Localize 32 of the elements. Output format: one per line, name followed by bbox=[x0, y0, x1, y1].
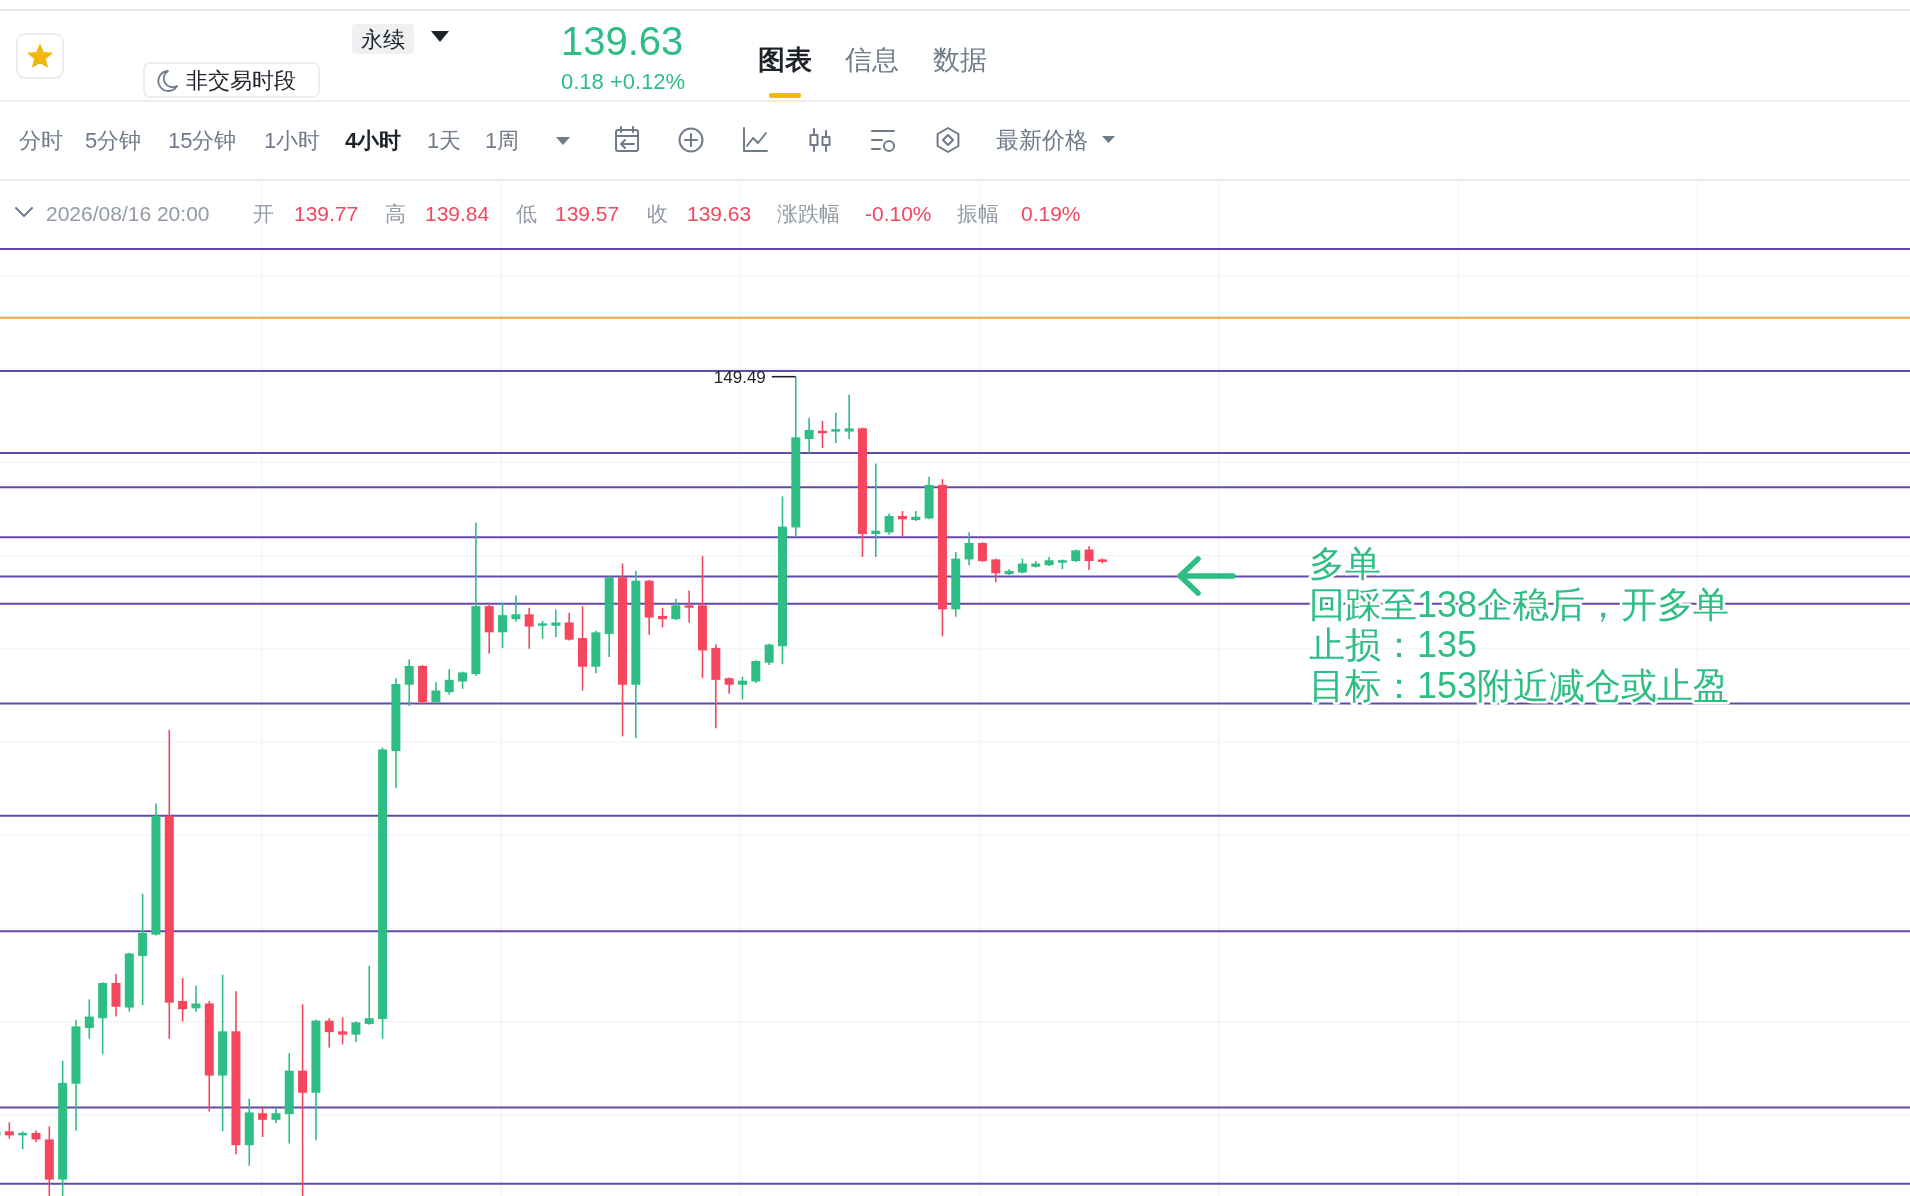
text: 4小时 bbox=[345, 128, 402, 153]
text: 永续 bbox=[361, 27, 405, 52]
text: 139.77 bbox=[294, 202, 359, 225]
text: 止损：135 bbox=[1309, 624, 1478, 665]
text: 低 bbox=[516, 202, 537, 225]
text: 振幅 bbox=[957, 202, 999, 225]
text: -0.10% bbox=[865, 202, 932, 225]
text: 目标：153附近减仓或止盈 bbox=[1309, 665, 1730, 706]
text: 涨跌幅 bbox=[777, 202, 840, 225]
text: 5分钟 bbox=[85, 128, 142, 153]
text: 信息 bbox=[845, 45, 899, 75]
text: 0.19% bbox=[1021, 202, 1081, 225]
text: 开 bbox=[253, 202, 274, 225]
text: 1小时 bbox=[264, 128, 321, 153]
text: 多单 bbox=[1309, 543, 1381, 584]
text: 数据 bbox=[933, 45, 987, 75]
text: 最新价格 bbox=[996, 127, 1088, 153]
text: 收 bbox=[647, 202, 668, 225]
text: 0.18 +0.12% bbox=[561, 69, 686, 94]
text: 139.63 bbox=[561, 19, 684, 63]
text: 139.57 bbox=[555, 202, 620, 225]
text: 非交易时段 bbox=[186, 68, 296, 93]
text: 分时 bbox=[19, 128, 63, 153]
text: 139.84 bbox=[425, 202, 490, 225]
annotation: 149.49 bbox=[713, 367, 766, 387]
text: 图表 bbox=[758, 45, 812, 75]
text: 139.63 bbox=[687, 202, 752, 225]
text: 高 bbox=[385, 202, 406, 225]
text: 1周 bbox=[485, 128, 520, 153]
text: 2026/08/16 20:00 bbox=[46, 202, 210, 225]
text: 15分钟 bbox=[168, 128, 237, 153]
text: 1天 bbox=[427, 128, 462, 153]
